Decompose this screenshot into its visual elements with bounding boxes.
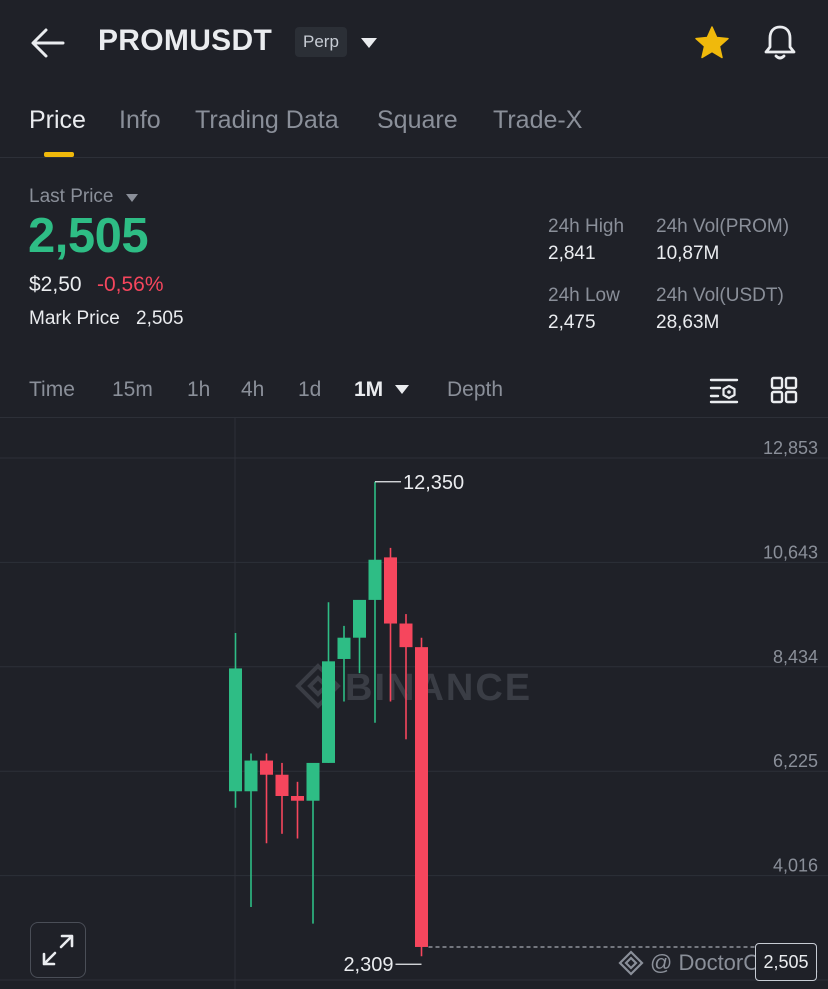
tabs-divider bbox=[0, 157, 828, 158]
last-price-value: 2,505 bbox=[28, 209, 149, 263]
vol-usdt-label: 24h Vol(USDT) bbox=[656, 285, 784, 306]
high-annotation: 12,350 bbox=[403, 472, 464, 494]
back-arrow-icon[interactable] bbox=[30, 26, 66, 60]
vol-usdt-value: 28,63M bbox=[656, 312, 720, 333]
candle[interactable] bbox=[244, 753, 258, 908]
price-axis-label: 8,434 bbox=[773, 647, 818, 667]
contract-type-badge[interactable]: Perp bbox=[295, 27, 347, 57]
vol-prom-value: 10,87M bbox=[656, 243, 720, 264]
candle-body bbox=[399, 623, 413, 648]
candle-body bbox=[368, 559, 382, 600]
last-price-caret-icon[interactable] bbox=[125, 193, 139, 203]
candle[interactable] bbox=[275, 762, 289, 834]
candle[interactable] bbox=[415, 637, 428, 957]
tab-square[interactable]: Square bbox=[377, 106, 458, 134]
high-24h-value: 2,841 bbox=[548, 243, 596, 264]
tab-price[interactable]: Price bbox=[29, 106, 86, 134]
candle-body bbox=[337, 637, 351, 659]
candle-body bbox=[275, 774, 289, 796]
candlestick-chart[interactable]: BINANCE 12,350 2,309 12,853 10,643 8,434 6,2… bbox=[0, 418, 828, 989]
chart-settings-icon[interactable] bbox=[708, 374, 740, 406]
candle-body bbox=[306, 762, 320, 801]
binance-watermark: BINANCE bbox=[345, 667, 532, 709]
tab-info[interactable]: Info bbox=[119, 106, 161, 134]
bell-icon[interactable] bbox=[760, 22, 800, 62]
price-axis-label: 10,643 bbox=[763, 542, 818, 562]
usd-price: $2,50 bbox=[29, 273, 82, 296]
high-24h-label: 24h High bbox=[548, 216, 625, 237]
interval-1h[interactable]: 1h bbox=[187, 378, 211, 401]
interval-15m[interactable]: 15m bbox=[112, 378, 153, 401]
last-price-tag: 2,505 bbox=[755, 943, 817, 981]
candle[interactable] bbox=[337, 625, 351, 702]
candle-body bbox=[322, 661, 335, 763]
interval-divider bbox=[0, 417, 828, 418]
interval-time[interactable]: Time bbox=[29, 378, 75, 401]
candle[interactable] bbox=[368, 481, 382, 723]
candle[interactable] bbox=[384, 547, 397, 702]
candle[interactable] bbox=[229, 632, 242, 808]
candle[interactable] bbox=[291, 781, 304, 839]
binance-diamond-icon bbox=[618, 950, 644, 976]
expand-icon bbox=[42, 934, 74, 966]
price-axis-label: 6,225 bbox=[773, 751, 818, 771]
candle-body bbox=[415, 647, 428, 947]
interval-1m[interactable]: 1M bbox=[354, 378, 384, 401]
candle[interactable] bbox=[353, 599, 366, 674]
mark-price-label: Mark Price bbox=[29, 308, 120, 329]
low-24h-value: 2,475 bbox=[548, 312, 596, 333]
low-24h-label: 24h Low bbox=[548, 285, 620, 306]
interval-caret-icon[interactable] bbox=[394, 384, 410, 396]
tab-trade-x[interactable]: Trade-X bbox=[493, 106, 583, 134]
candle-body bbox=[353, 599, 366, 638]
candle-body bbox=[244, 760, 258, 792]
low-annotation: 2,309 bbox=[343, 954, 393, 976]
tab-trading-data[interactable]: Trading Data bbox=[195, 106, 339, 134]
interval-1d[interactable]: 1d bbox=[298, 378, 322, 401]
mark-price-value: 2,505 bbox=[136, 308, 184, 329]
candle-body bbox=[229, 668, 242, 792]
caret-down-icon[interactable] bbox=[359, 36, 379, 50]
interval-depth[interactable]: Depth bbox=[447, 378, 504, 401]
interval-4h[interactable]: 4h bbox=[241, 378, 265, 401]
vol-prom-label: 24h Vol(PROM) bbox=[656, 216, 790, 237]
candle[interactable] bbox=[322, 602, 335, 763]
price-axis-label: 12,853 bbox=[763, 438, 818, 458]
active-tab-indicator bbox=[44, 152, 74, 157]
last-price-label[interactable]: Last Price bbox=[29, 186, 114, 207]
price-change-percent: -0,56% bbox=[97, 273, 164, 296]
candle[interactable] bbox=[260, 753, 273, 844]
expand-chart-button[interactable] bbox=[30, 922, 86, 978]
candle[interactable] bbox=[399, 614, 413, 740]
candle-body bbox=[384, 557, 397, 624]
symbol-title[interactable]: PROMUSDT bbox=[98, 24, 273, 57]
price-axis-label: 4,016 bbox=[773, 856, 818, 876]
candle-body bbox=[260, 760, 273, 775]
candle-body bbox=[291, 795, 304, 801]
candle[interactable] bbox=[306, 762, 320, 924]
star-icon[interactable] bbox=[693, 24, 731, 62]
layout-grid-icon[interactable] bbox=[768, 374, 800, 406]
